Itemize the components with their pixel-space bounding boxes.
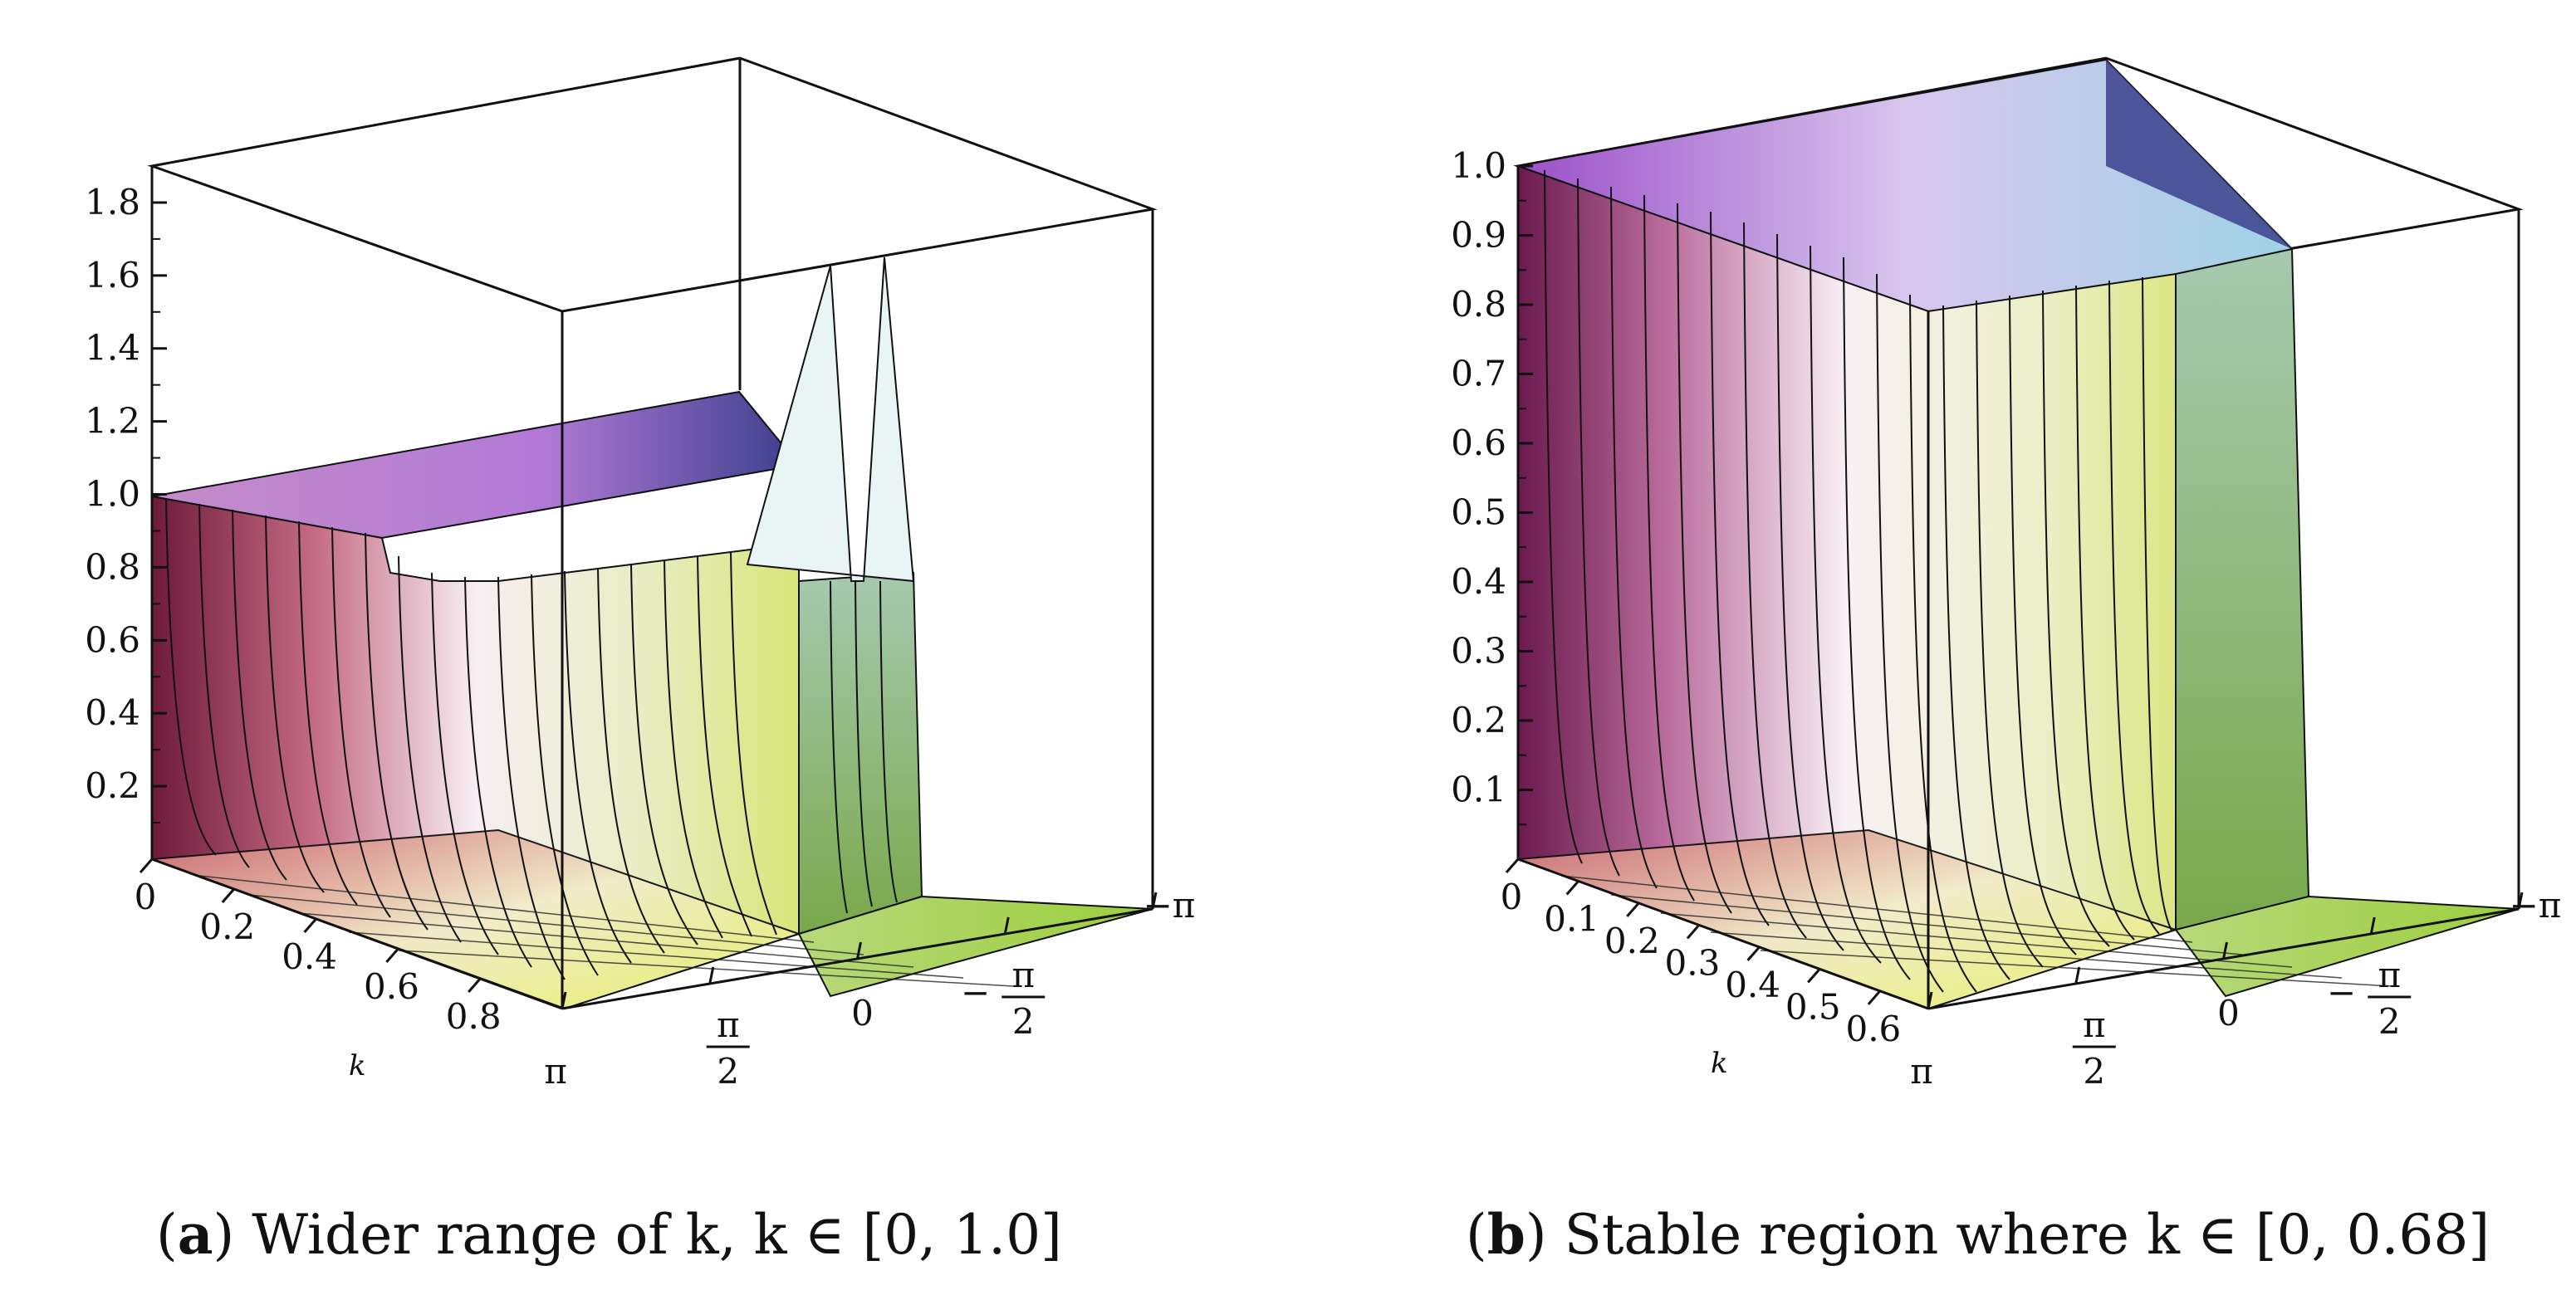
z-tick-label: 0.6	[1451, 423, 1506, 463]
z-tick-label: 0.8	[85, 546, 140, 587]
k-tick-label: 0.1	[1544, 898, 1599, 939]
panel-b: 0.10.20.30.40.50.60.70.80.91.0 00.10.20.…	[1451, 56, 2561, 1267]
k-axis-title: k	[1711, 1047, 1728, 1080]
z-tick-label: 1.6	[85, 255, 140, 296]
k-tick-mark	[1686, 924, 1701, 940]
theta-tick-denominator: 2	[1012, 1001, 1035, 1042]
z-tick-label: 0.2	[1451, 700, 1506, 740]
theta-tick-mark	[708, 966, 715, 985]
z-tick-label: 0.8	[1451, 284, 1506, 325]
k-axis-line	[151, 858, 563, 1010]
theta-tick-mark	[1151, 892, 1158, 910]
k-tick-mark	[1626, 902, 1640, 917]
k-tick-mark	[1746, 946, 1761, 961]
theta-tick-mark	[2517, 892, 2524, 910]
z-tick-label: 1.0	[1451, 145, 1506, 186]
z-axis-ticks: 0.1 0.2 0.3 0.4 0.5 0.6 0.7 0.8 0.9 1.0	[1451, 145, 1533, 826]
k-tick-mark	[468, 978, 482, 993]
k-axis-title: k	[349, 1049, 366, 1082]
k-tick-label: 0	[1501, 877, 1523, 917]
z-tick-label: 1.2	[85, 401, 140, 442]
k-tick-label: 0.2	[199, 906, 255, 947]
k-tick-mark	[1867, 989, 1882, 1005]
theta-tick-denominator: 2	[2083, 1051, 2105, 1092]
surface-mesh	[1544, 169, 2172, 993]
k-tick-label: 0.2	[1604, 921, 1660, 961]
k-tick-label: 0.4	[1725, 965, 1780, 1005]
theta-tick-label: 0	[2217, 993, 2240, 1033]
k-tick-label: 0.5	[1785, 986, 1841, 1027]
theta-tick-label: π	[1910, 1051, 1933, 1092]
caption-b: (b) Stable region where k ∈ [0, 0.68]	[1466, 1202, 2490, 1267]
k-tick-mark	[139, 858, 154, 873]
theta-tick-label: 0	[851, 993, 874, 1033]
z-tick-label: 0.5	[1451, 492, 1506, 533]
z-axis-ticks: 0.2 0.4 0.6 0.8 1.0 1.2 1.4 1.6 1.8	[85, 182, 167, 824]
z-tick-label: 0.1	[1451, 770, 1506, 810]
theta-tick-mark	[1003, 916, 1010, 935]
theta-tick-sign: −	[2327, 972, 2356, 1013]
theta-tick-mark	[2074, 966, 2081, 985]
theta-tick-mark	[561, 991, 567, 1009]
surface-main	[151, 257, 1153, 1010]
theta-tick-mark	[2369, 916, 2376, 935]
theta-tick-label: −π	[2510, 885, 2562, 926]
k-tick-mark	[1505, 858, 1520, 873]
theta-tick-denominator: 2	[717, 1051, 739, 1092]
caption-a: (a) Wider range of k, k ∈ [0, 1.0]	[156, 1202, 1062, 1267]
theta-tick-label: π	[544, 1051, 567, 1092]
z-tick-label: 0.3	[1451, 631, 1506, 672]
surface-main	[1515, 58, 2520, 1010]
theta-tick-numerator: π	[1011, 955, 1035, 995]
theta-tick-mark	[856, 941, 862, 960]
z-tick-label: 0.9	[1451, 215, 1506, 256]
k-tick-mark	[1565, 880, 1579, 896]
surface-mesh	[165, 497, 898, 980]
theta-tick-sign: −	[961, 972, 990, 1013]
k-tick-mark	[221, 888, 235, 903]
k-tick-label: 0.6	[364, 966, 419, 1007]
k-tick-label: 0.3	[1665, 942, 1721, 983]
k-tick-mark	[385, 948, 399, 963]
z-tick-label: 0.4	[1451, 561, 1506, 602]
k-axis-ticks: 0 0.10.20.30.40.50.6	[1501, 858, 1901, 1049]
theta-tick-mark	[1927, 991, 1933, 1009]
theta-tick-mark	[2222, 941, 2228, 960]
theta-tick-label: −π	[1144, 885, 1196, 926]
z-tick-label: 0.7	[1451, 354, 1506, 394]
theta-tick-denominator: 2	[2378, 1001, 2401, 1042]
k-tick-label: 0	[135, 877, 157, 917]
theta-tick-numerator: π	[717, 1004, 740, 1045]
z-tick-label: 1.4	[85, 328, 140, 369]
k-tick-label: 0.4	[282, 936, 337, 977]
z-tick-label: 1.8	[85, 182, 140, 222]
k-tick-label: 0.8	[446, 996, 502, 1037]
box-top-face	[147, 56, 1158, 313]
z-tick-label: 0.6	[85, 619, 140, 660]
k-tick-mark	[303, 918, 317, 933]
z-tick-label: 0.2	[85, 765, 140, 806]
k-axis-ticks: 0 0.2 0.4 0.6 0.8	[135, 858, 502, 1037]
z-tick-label: 0.4	[85, 692, 140, 733]
theta-tick-numerator: π	[2083, 1004, 2106, 1045]
k-tick-mark	[1807, 968, 1821, 984]
panel-a: 0.20.40.60.81.01.21.41.61.8 00.20.40.60.…	[85, 56, 1195, 1267]
z-tick-label: 1.0	[85, 474, 140, 515]
theta-tick-numerator: π	[2378, 955, 2401, 995]
k-tick-label: 0.6	[1845, 1009, 1901, 1049]
k-axis-line	[1517, 858, 1929, 1010]
